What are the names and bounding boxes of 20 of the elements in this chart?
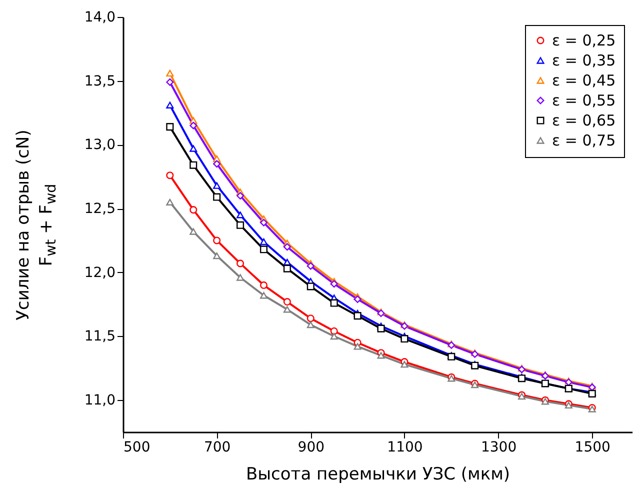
y-tick-label: 12,5 xyxy=(84,201,116,218)
x-tick-label: 700 xyxy=(204,440,231,456)
y-tick-label: 13,0 xyxy=(84,137,116,154)
x-tick-label: 1300 xyxy=(480,440,517,456)
legend-label: ε = 0,65 xyxy=(552,112,616,130)
y-tick-label: 14,0 xyxy=(84,10,116,26)
legend-label: ε = 0,55 xyxy=(552,92,616,110)
y-tick-label: 13,5 xyxy=(84,73,116,90)
x-tick-label: 500 xyxy=(124,440,150,456)
y-tick-label: 11,5 xyxy=(84,328,116,345)
legend-label: ε = 0,25 xyxy=(552,32,616,50)
x-tick-label: 900 xyxy=(298,440,325,456)
x-axis-title: Высота перемычки УЗС (мкм) xyxy=(246,464,510,484)
legend-label: ε = 0,35 xyxy=(552,52,616,70)
y-tick-label: 11,0 xyxy=(84,392,116,409)
legend-label: ε = 0,75 xyxy=(552,132,616,150)
x-tick-label: 1500 xyxy=(574,440,610,456)
legend-label: ε = 0,45 xyxy=(552,72,616,90)
y-tick-label: 12,0 xyxy=(84,264,116,281)
x-tick-label: 1100 xyxy=(387,440,423,456)
